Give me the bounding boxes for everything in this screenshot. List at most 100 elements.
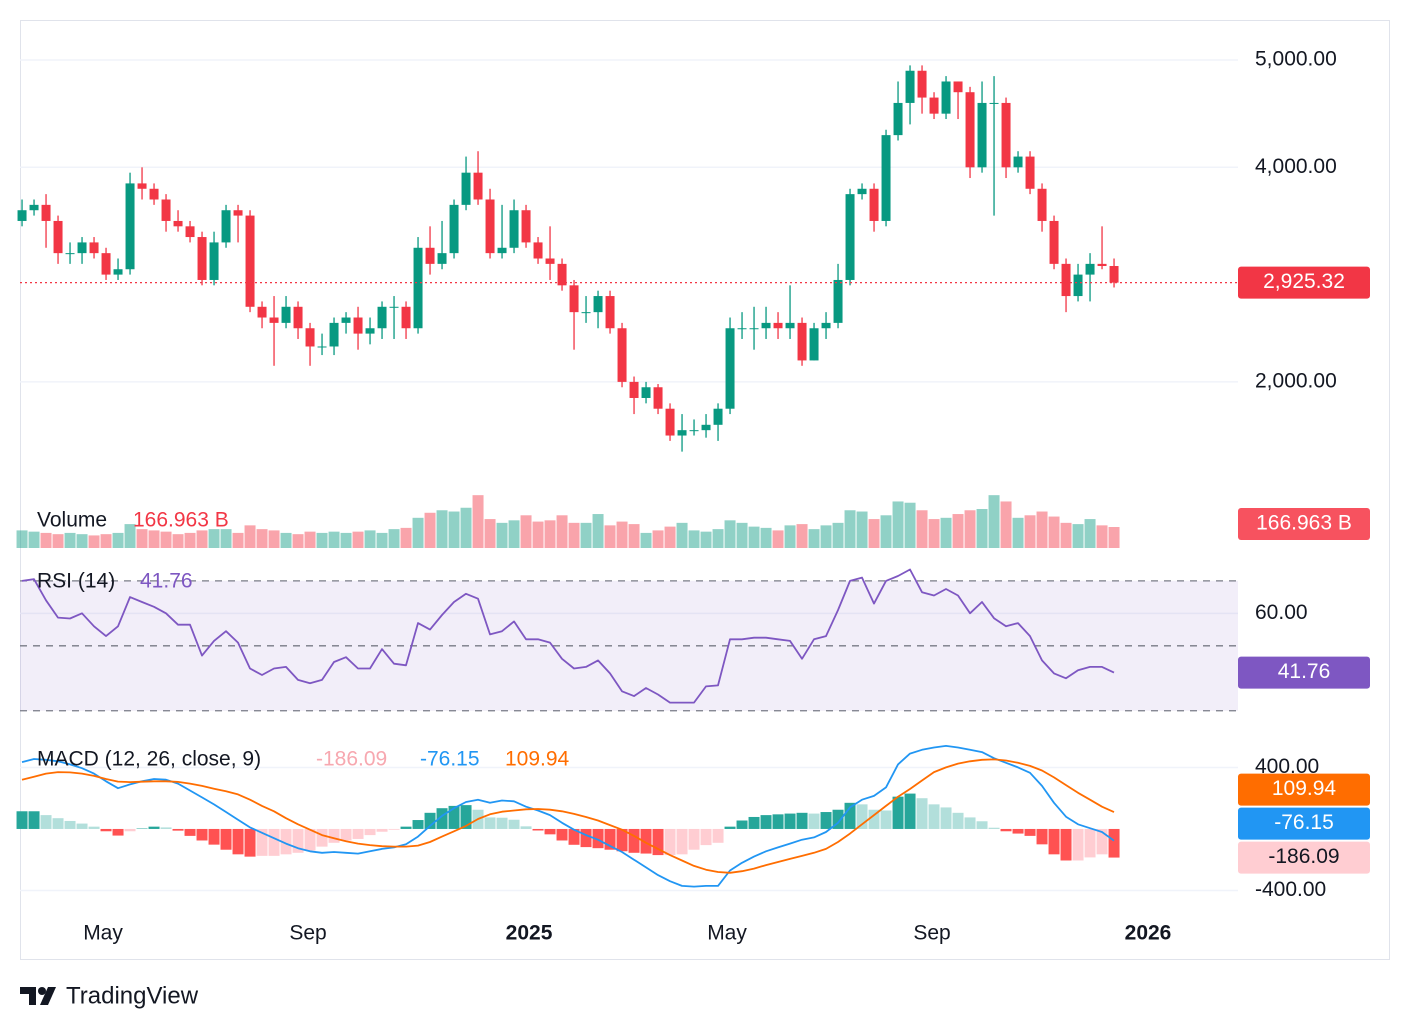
candle-body <box>497 247 507 254</box>
histogram-bar <box>556 828 568 841</box>
candle-body <box>833 279 843 323</box>
histogram-bar <box>28 811 40 829</box>
y-tick-label: 60.00 <box>1255 601 1308 624</box>
candle-body <box>413 247 423 329</box>
histogram-bar <box>940 807 952 829</box>
candle-body <box>569 285 579 313</box>
candle-body <box>713 408 723 425</box>
volume-bar <box>916 510 928 548</box>
candle-body <box>317 346 327 348</box>
candle-body <box>965 92 975 168</box>
candle-body <box>461 172 471 205</box>
candle-body <box>509 210 519 248</box>
histogram-bar <box>1000 828 1012 832</box>
histogram-bar <box>352 828 364 839</box>
candle-body <box>629 381 639 398</box>
candle-body <box>29 204 39 211</box>
value-badge-bg <box>1238 773 1370 806</box>
candle-body <box>293 306 303 329</box>
volume-bar <box>256 529 268 548</box>
candle-body <box>797 322 807 361</box>
volume-bar <box>244 525 256 548</box>
volume-bar <box>592 514 604 548</box>
volume-legend-title: Volume <box>37 509 107 532</box>
logo-part <box>40 987 56 1005</box>
volume-bar <box>604 525 616 548</box>
marks-layer <box>16 65 1238 888</box>
indicator-line <box>21 758 1115 874</box>
volume-bar <box>676 522 688 548</box>
macd-legend-macd: -76.15 <box>420 748 480 771</box>
histogram-bar <box>424 812 436 829</box>
volume-bar <box>760 527 772 548</box>
candle-body <box>689 430 699 432</box>
candle-body <box>137 183 147 189</box>
histogram-bar <box>52 818 64 829</box>
candle-body <box>1025 156 1035 189</box>
last-price-badge-bg <box>1238 266 1370 299</box>
volume-bar <box>376 532 388 548</box>
histogram-bar <box>364 828 376 836</box>
histogram-bar <box>76 823 88 829</box>
x-tick-label: Sep <box>289 922 326 945</box>
histogram-bar <box>844 802 856 829</box>
text-layer: Volume 166.963 B RSI (14) 41.76 MACD (12… <box>37 48 1370 945</box>
volume-bar <box>544 520 556 548</box>
volume-bar <box>400 527 412 548</box>
volume-bar <box>688 530 700 548</box>
histogram-bar <box>664 828 676 856</box>
candle-body <box>1085 263 1095 275</box>
candle-body <box>197 237 207 280</box>
volume-bar <box>952 514 964 548</box>
histogram-bar <box>772 814 784 829</box>
histogram-bar <box>892 796 904 829</box>
histogram-bar <box>568 828 580 845</box>
volume-bar <box>976 509 988 548</box>
volume-bar <box>292 534 304 548</box>
logo-part <box>38 987 46 995</box>
volume-bar <box>568 522 580 548</box>
histogram-bar <box>520 826 532 829</box>
volume-bar <box>496 522 508 548</box>
histogram-bar <box>784 813 796 829</box>
volume-bar <box>388 529 400 548</box>
histogram-bar <box>712 828 724 843</box>
x-tick-label: 2025 <box>506 922 553 945</box>
volume-bar <box>868 519 880 548</box>
histogram-bar <box>676 828 688 855</box>
histogram-bar <box>688 828 700 850</box>
volume-bar <box>412 517 424 548</box>
histogram-bar <box>160 827 172 829</box>
value-badge: -76.15 <box>1274 811 1334 834</box>
volume-bar <box>424 512 436 548</box>
histogram-bar <box>244 828 256 857</box>
histogram-bar <box>592 828 604 849</box>
candle-body <box>821 322 831 329</box>
histogram-bar <box>16 811 28 829</box>
candle-body <box>281 306 291 323</box>
candle-body <box>485 199 495 254</box>
histogram-bar <box>460 805 472 829</box>
histogram-bar <box>820 812 832 829</box>
volume-bar <box>820 525 832 548</box>
candle-body <box>53 220 63 254</box>
volume-bar <box>988 495 1000 548</box>
candle-body <box>641 387 651 398</box>
candle-body <box>677 430 687 436</box>
volume-bar <box>784 525 796 548</box>
histogram-bar <box>1024 828 1036 836</box>
volume-bar <box>580 522 592 548</box>
y-tick-label: 400.00 <box>1255 755 1319 778</box>
histogram-bar <box>724 826 736 829</box>
volume-bar <box>232 532 244 548</box>
histogram-bar <box>868 809 880 829</box>
volume-bar <box>472 495 484 548</box>
histogram-bar <box>448 805 460 829</box>
volume-bar <box>904 502 916 548</box>
volume-bar <box>1036 511 1048 548</box>
histogram-bar <box>196 828 208 841</box>
histogram-bar <box>604 828 616 850</box>
candle-body <box>437 253 447 264</box>
candle-body <box>809 328 819 361</box>
histogram-bar <box>544 828 556 835</box>
